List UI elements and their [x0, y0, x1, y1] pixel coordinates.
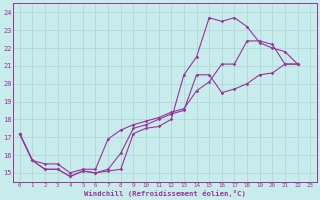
X-axis label: Windchill (Refroidissement éolien,°C): Windchill (Refroidissement éolien,°C): [84, 190, 246, 197]
